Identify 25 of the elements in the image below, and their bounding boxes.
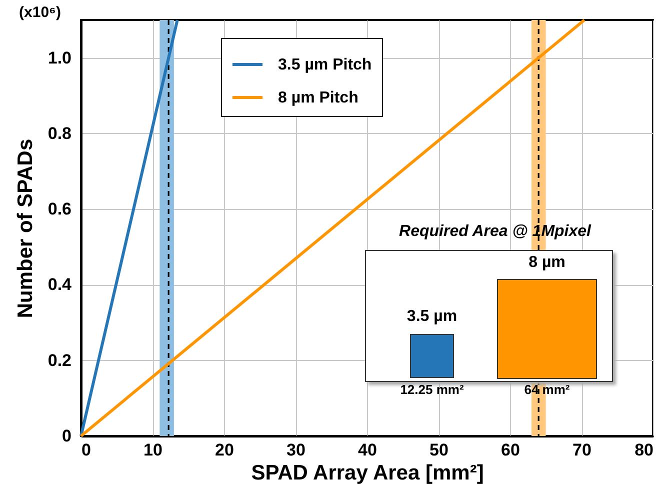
y-tick-label: 0.8: [48, 124, 72, 143]
x-tick-label: 10: [144, 440, 162, 460]
x-tick-label: 50: [430, 440, 448, 460]
text: (x10⁶): [19, 4, 61, 21]
y-tick-label: 0.6: [48, 200, 72, 219]
annotation: 64 mm²: [524, 382, 570, 397]
annotation: 8 µm: [528, 254, 566, 272]
x-tick-label: 80: [634, 440, 654, 460]
x-tick-label: 30: [286, 440, 306, 460]
y-tick-label: 0.4: [48, 275, 72, 294]
y-tick-label: 0.2: [48, 350, 72, 370]
x-tick-label: 60: [501, 440, 520, 460]
y-tick-label: 0: [62, 426, 72, 446]
x-tick-label: 70: [572, 440, 592, 460]
legend-label: 8 µm Pitch: [278, 90, 358, 106]
annotation: 12.25 mm²: [400, 382, 464, 397]
x-tick-label: 0: [82, 440, 91, 460]
legend-label: 3.5 µm Pitch: [278, 56, 372, 74]
annotation: Required Area @ 1Mpixel: [399, 223, 591, 241]
x-tick-label: 40: [358, 440, 377, 460]
annotation: 3.5 µm: [406, 308, 458, 326]
x-tick-label: 20: [215, 440, 234, 460]
y-axis-title: Number of SPADs: [14, 138, 37, 318]
y-tick-label: 1.0: [48, 48, 72, 68]
x-axis-title: SPAD Array Area [mm²]: [251, 462, 484, 484]
